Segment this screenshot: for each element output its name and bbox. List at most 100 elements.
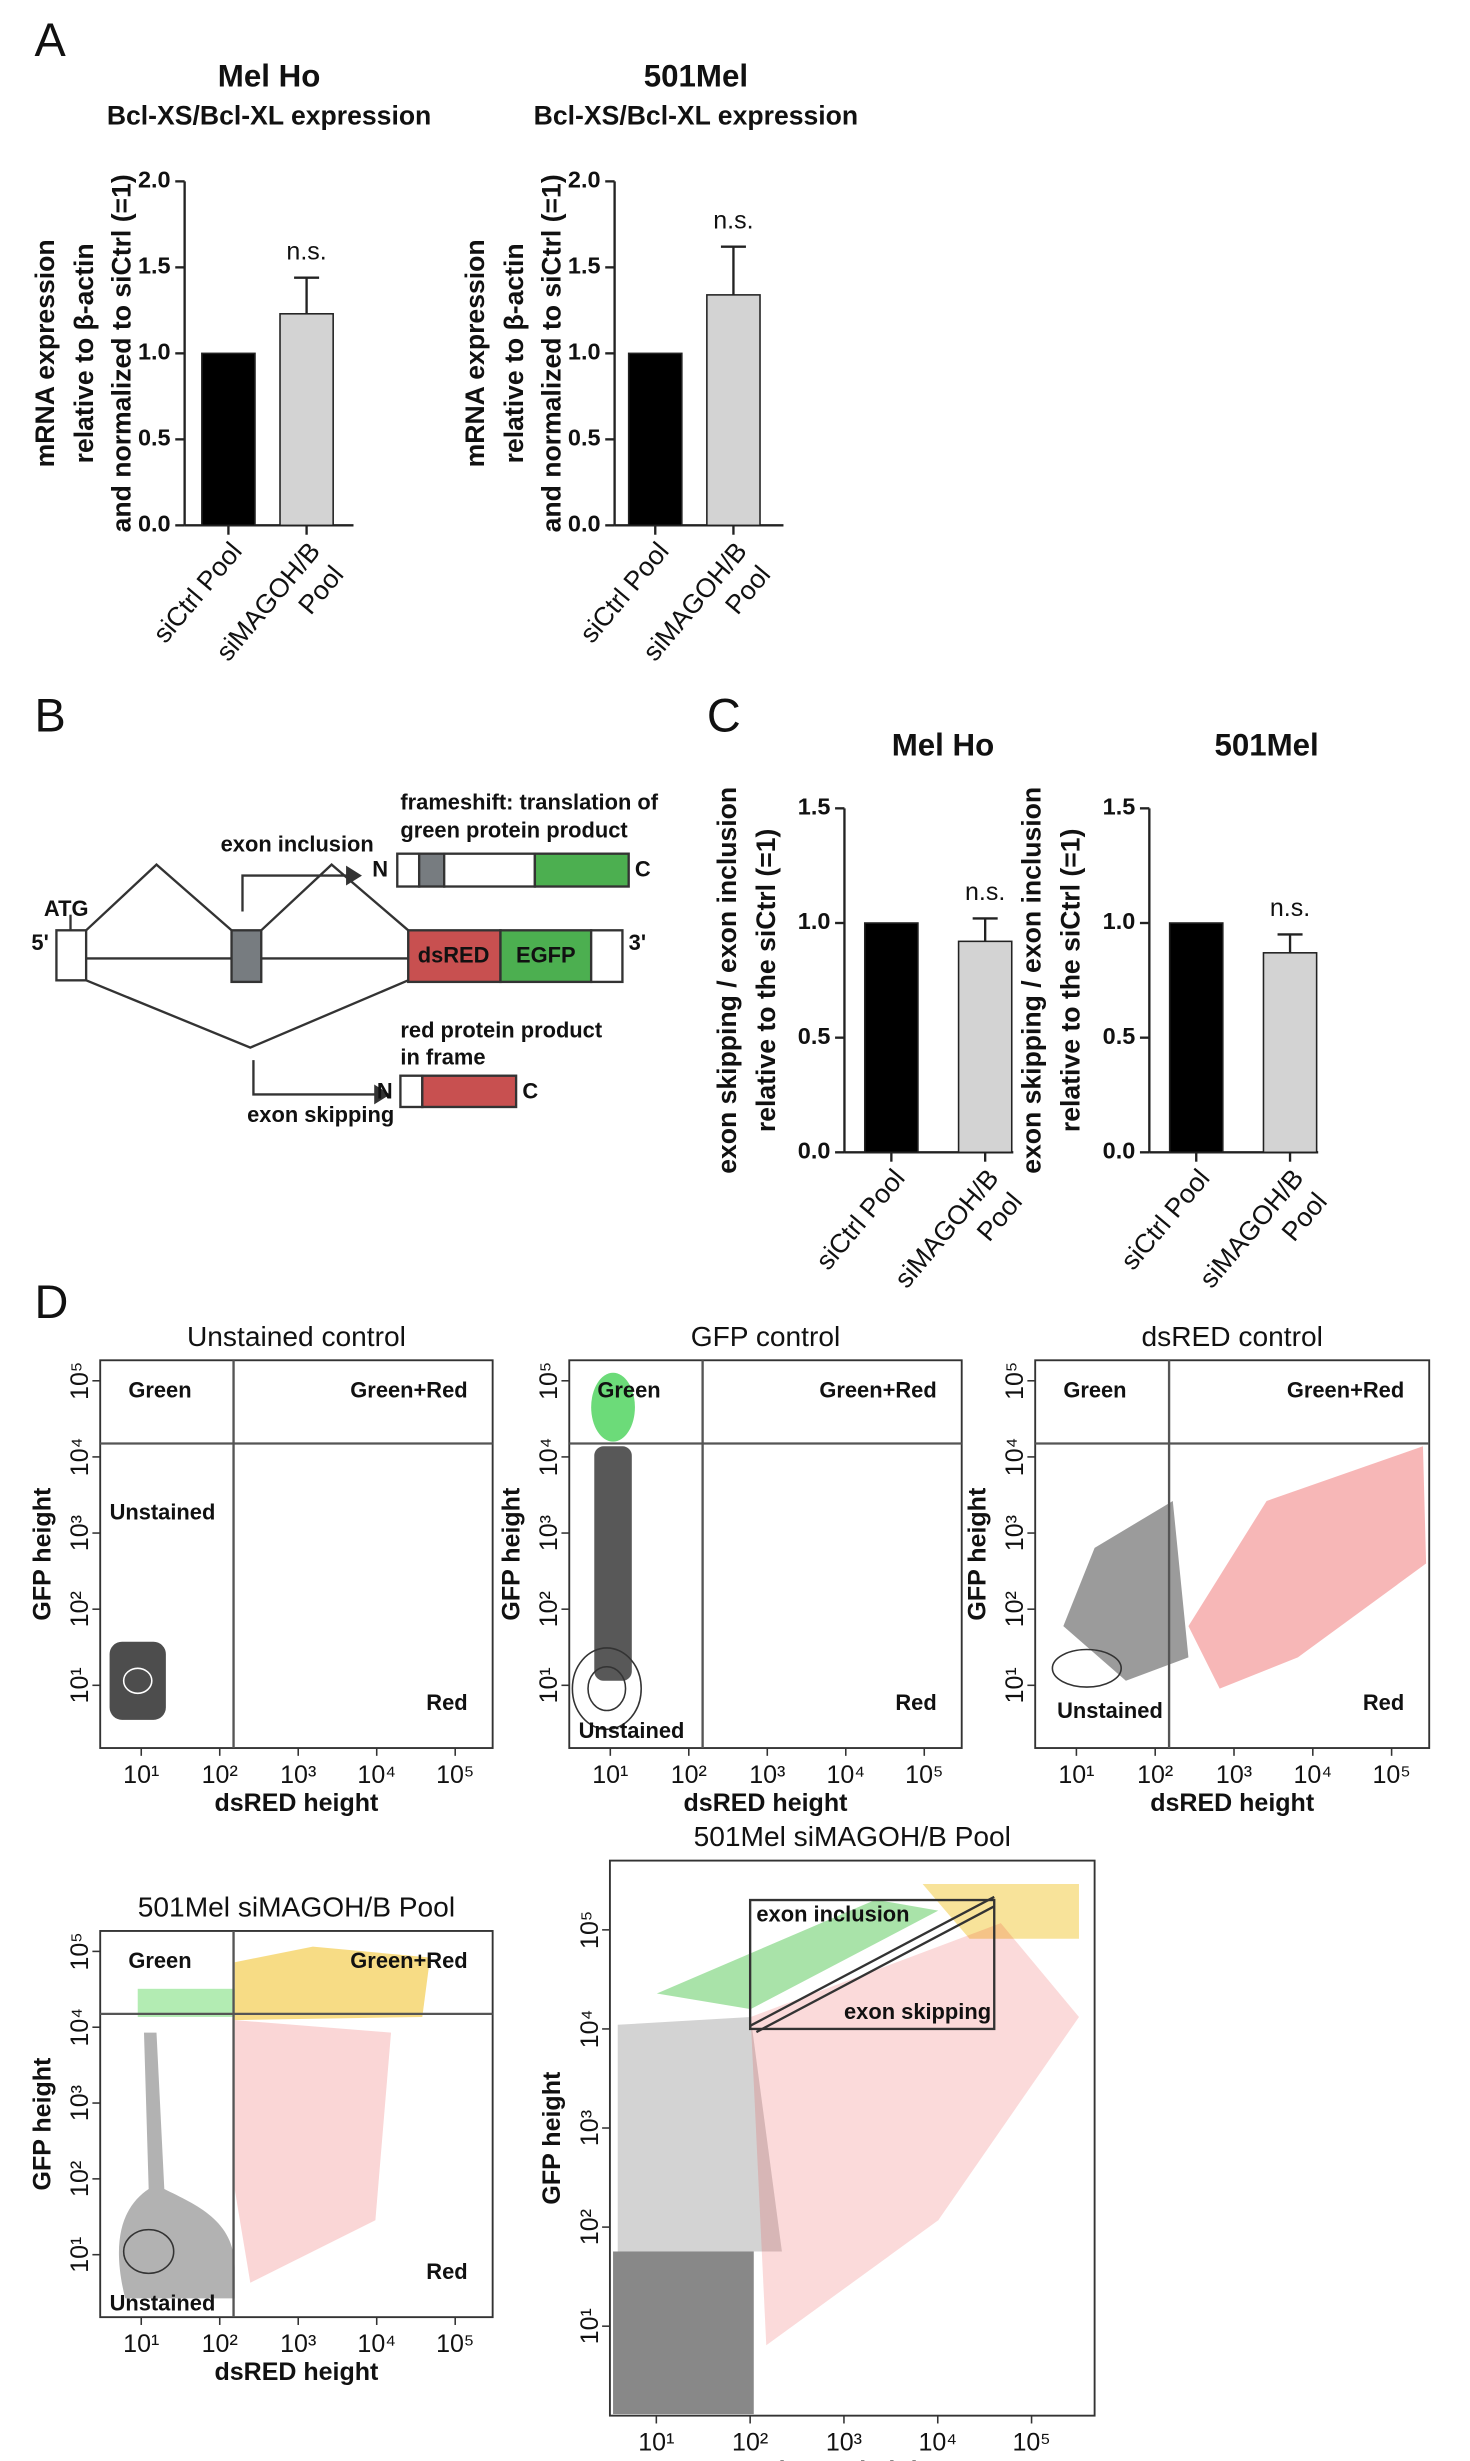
- product-box: [421, 1074, 518, 1109]
- gate-label: Red: [426, 2259, 467, 2284]
- x-tick-label: 10³: [826, 2428, 862, 2456]
- y-axis-label: GFP height: [538, 2071, 566, 2205]
- chart-title: dsRED control: [1142, 1321, 1323, 1352]
- cloud: [750, 1923, 1079, 2346]
- y-axis-label: GFP height: [29, 2057, 57, 2191]
- terminus-label: N: [377, 1079, 393, 1104]
- annotation: n.s.: [965, 878, 1005, 906]
- contour: [571, 1647, 642, 1731]
- y-tick-label: 10⁵: [66, 1362, 94, 1400]
- y-axis-label: and normalized to siCtrl (=1): [537, 174, 567, 532]
- y-axis-label: relative to the siCtrl (=1): [1056, 829, 1086, 1133]
- gate-diagonal: [755, 1905, 995, 2034]
- plot-frame: [99, 1930, 494, 2319]
- x-tick-label: 10⁵: [436, 1761, 474, 1789]
- x-tick-label: 10¹: [1058, 1761, 1094, 1789]
- chart-title: Unstained control: [187, 1321, 406, 1352]
- plot-frame: [608, 1859, 1096, 2417]
- gate-label: Green+Red: [350, 1948, 467, 1973]
- gate-label: Unstained: [110, 2290, 216, 2315]
- chart-title: 501Mel: [1214, 728, 1318, 763]
- bar: [1168, 922, 1224, 1154]
- y-axis-label: mRNA expression: [30, 239, 60, 467]
- product-box: [396, 852, 421, 888]
- y-tick-label: 1.5: [798, 794, 831, 820]
- y-tick-label: 10⁵: [1001, 1362, 1029, 1400]
- y-tick-label: 10³: [66, 2085, 94, 2121]
- exon: [55, 929, 88, 982]
- product-label: frameshift: translation of: [400, 789, 658, 814]
- y-tick-label: 10⁵: [535, 1362, 563, 1400]
- x-tick-label: 10³: [749, 1761, 785, 1789]
- y-axis-label: relative to the siCtrl (=1): [751, 829, 781, 1133]
- exon: [230, 929, 263, 984]
- bar: [1262, 952, 1318, 1154]
- x-axis-label: dsRED height: [770, 2457, 935, 2461]
- bar: [957, 940, 1013, 1154]
- arrow: [252, 1060, 376, 1096]
- x-tick-label: 10⁵: [436, 2330, 474, 2358]
- x-tick-label: 10³: [1216, 1761, 1252, 1789]
- arrowhead: [374, 1084, 391, 1105]
- x-tick-label: 10²: [202, 1761, 238, 1789]
- y-tick-label: 10³: [576, 2110, 604, 2146]
- product-label: green protein product: [400, 818, 628, 843]
- y-axis-label: GFP height: [29, 1487, 57, 1621]
- x-tick-label: siCtrl Pool: [1115, 1163, 1216, 1275]
- cloud: [118, 2032, 235, 2299]
- y-tick-label: 2.0: [568, 167, 601, 193]
- y-tick-label: 10¹: [66, 1667, 94, 1703]
- gate-label: Green+Red: [819, 1377, 936, 1402]
- y-tick-label: 1.0: [568, 339, 601, 365]
- y-tick-label: 1.5: [1103, 794, 1136, 820]
- product-label: in frame: [400, 1044, 485, 1069]
- x-tick-label: 10⁴: [357, 1761, 396, 1789]
- x-tick-label: 10¹: [638, 2428, 674, 2456]
- contour: [122, 1667, 153, 1695]
- y-axis-label: exon skipping / exon inclusion: [1017, 787, 1047, 1174]
- gate-label: Red: [895, 1690, 936, 1715]
- chart-title: 501Mel: [644, 58, 748, 93]
- y-tick-label: 1.0: [1103, 908, 1136, 934]
- y-tick-label: 1.5: [568, 253, 601, 279]
- exon: [589, 929, 624, 984]
- product-box: [533, 852, 630, 888]
- bar: [201, 352, 256, 527]
- product-box: [399, 1074, 424, 1109]
- x-axis-label: dsRED height: [1150, 1789, 1315, 1817]
- arrowhead: [346, 865, 362, 886]
- y-axis-label: GFP height: [964, 1487, 992, 1621]
- x-tick-label: 10⁴: [357, 2330, 396, 2358]
- panel-label: B: [35, 690, 66, 742]
- terminus-label: C: [635, 857, 651, 882]
- y-axis-label: exon skipping / exon inclusion: [712, 787, 742, 1174]
- cloud: [234, 2020, 392, 2283]
- x-tick-label: 10⁴: [826, 1761, 865, 1789]
- gate-label: exon inclusion: [756, 1901, 909, 1926]
- egfp-label: EGFP: [516, 943, 576, 968]
- panel-label: D: [35, 1276, 69, 1328]
- y-tick-label: 10¹: [576, 2308, 604, 2344]
- chart-title: GFP control: [691, 1321, 841, 1352]
- x-tick-label: 10¹: [123, 2330, 159, 2358]
- terminus-label: N: [372, 857, 388, 882]
- product-box: [443, 852, 537, 888]
- plot-frame: [1034, 1359, 1431, 1749]
- cloud: [617, 2016, 782, 2252]
- y-tick-label: 10³: [535, 1515, 563, 1551]
- annotation: n.s.: [1270, 894, 1310, 922]
- splice-arc: [85, 979, 409, 1049]
- product-label: red protein product: [400, 1018, 602, 1043]
- exon-skipping-label: exon skipping: [247, 1102, 394, 1127]
- cloud: [594, 1446, 632, 1681]
- chart-subtitle: Bcl-XS/Bcl-XL expression: [107, 100, 431, 130]
- y-tick-label: 0.5: [798, 1023, 831, 1049]
- y-axis-label: relative to β-actin: [499, 243, 529, 463]
- chart-title: 501Mel siMAGOH/B Pool: [138, 1892, 455, 1923]
- x-tick-label: 10³: [280, 2330, 316, 2358]
- x-tick-label: 10³: [280, 1761, 316, 1789]
- y-tick-label: 10¹: [1001, 1667, 1029, 1703]
- end-label: 5': [31, 930, 48, 955]
- gate-box: [748, 1898, 996, 2031]
